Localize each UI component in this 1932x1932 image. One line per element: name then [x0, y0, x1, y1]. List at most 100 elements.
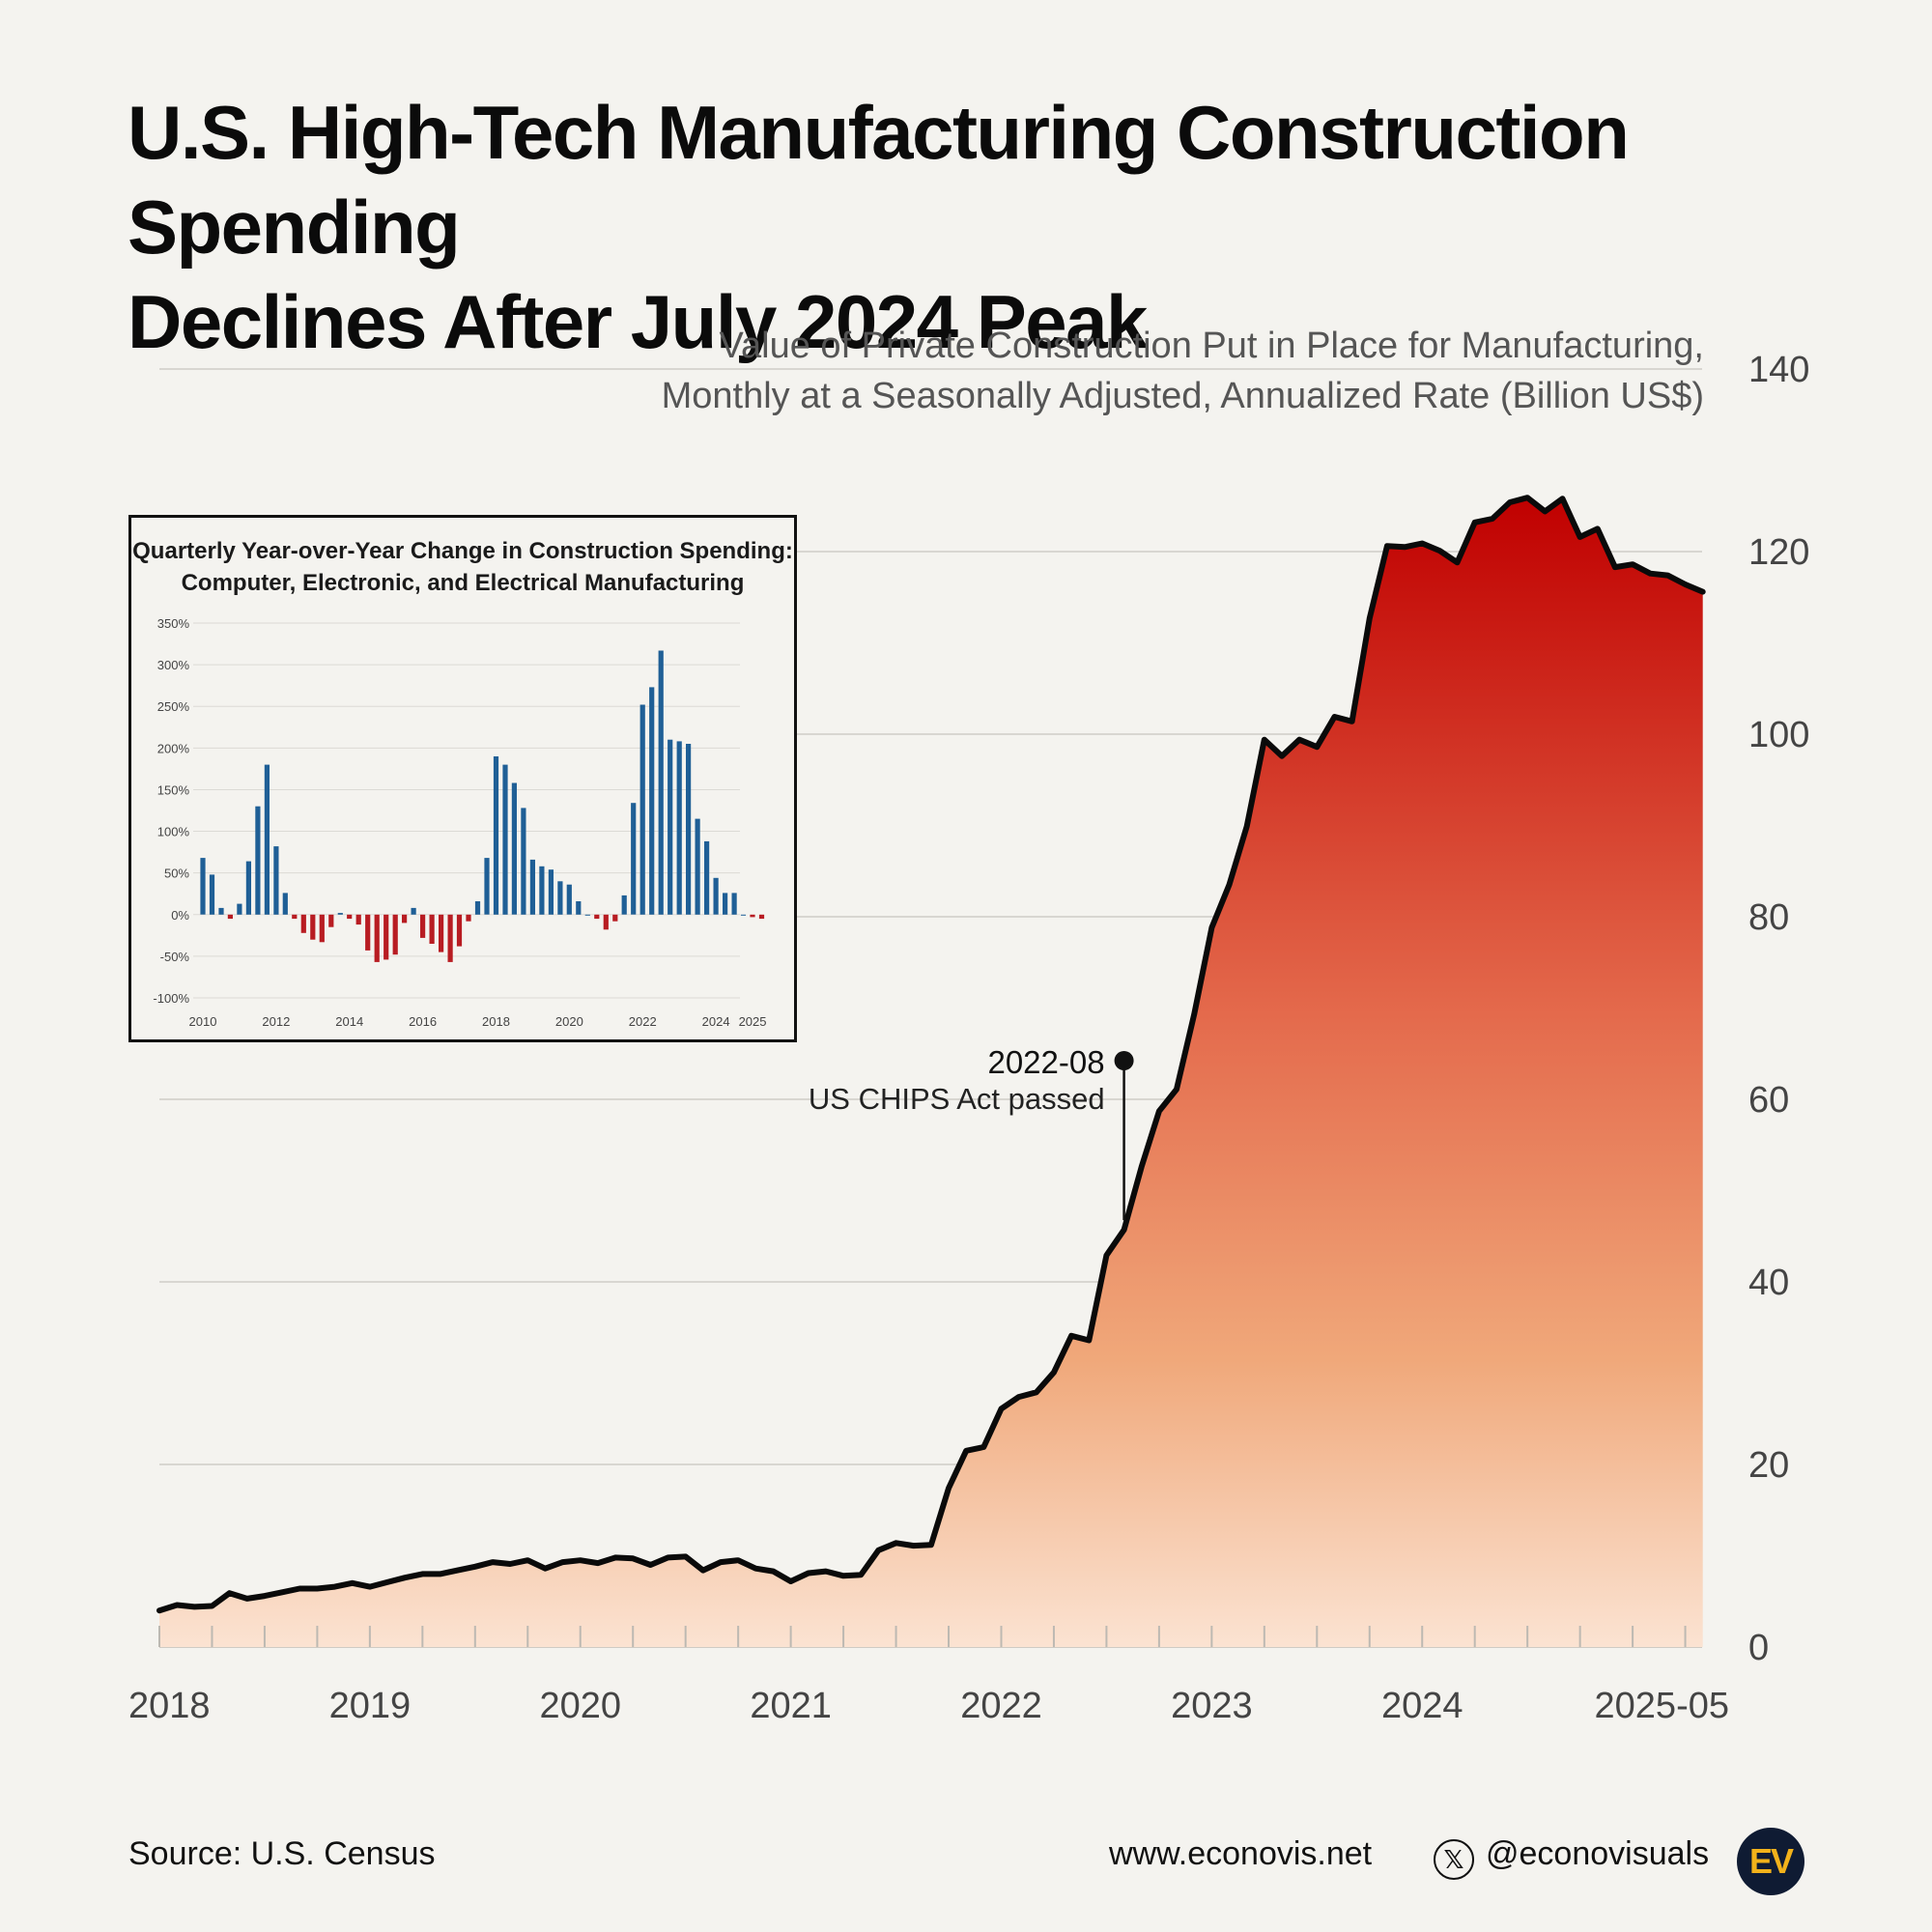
inset-bar [420, 914, 426, 938]
inset-bar [649, 687, 655, 915]
annotation-date: 2022-08 [987, 1044, 1104, 1080]
inset-bar [392, 914, 398, 955]
inset-bar [384, 914, 389, 960]
inset-bar [484, 858, 490, 915]
inset-x-tick-label: 2020 [555, 1014, 583, 1029]
inset-bar-chart-panel: -100% -50% 0% 50% 100% 150% 200% 250% 300% 350% 2… [128, 515, 797, 1042]
chart-title: U.S. High-Tech Manufacturing Constructio… [128, 85, 1847, 369]
inset-bar [245, 861, 251, 915]
inset-bar [676, 741, 682, 915]
inset-bar [402, 914, 408, 923]
inset-bar [209, 874, 215, 915]
inset-bar [704, 840, 710, 915]
inset-bar [658, 650, 664, 915]
inset-bar [347, 914, 353, 920]
y-tick-label: 0 [1748, 1628, 1769, 1668]
inset-bar [466, 914, 471, 922]
inset-bar [447, 914, 453, 962]
inset-bar [557, 881, 563, 915]
y-axis-labels: 0 20 40 60 80 100 120 140 [1748, 350, 1809, 1668]
inset-bar [502, 764, 508, 915]
inset-x-tick-label: 2018 [482, 1014, 510, 1029]
inset-x-axis-labels: 2010 2012 2014 2016 2018 2020 2022 2024 2025 [189, 1014, 767, 1029]
inset-bar [218, 907, 224, 915]
inset-bar [328, 914, 334, 927]
inset-bar [713, 877, 719, 915]
social-handle[interactable]: @econovisuals [1486, 1835, 1710, 1872]
inset-bar [227, 914, 233, 920]
inset-y-tick-label: -100% [153, 991, 189, 1006]
inset-bar [740, 914, 747, 916]
inset-bar [576, 901, 582, 915]
inset-gridlines [193, 622, 740, 999]
inset-bar [566, 884, 572, 915]
inset-bar [255, 806, 261, 915]
inset-x-tick-label: 2010 [189, 1014, 217, 1029]
x-tick-label: 2018 [128, 1686, 211, 1726]
y-tick-label: 60 [1748, 1080, 1789, 1121]
inset-bar [429, 914, 435, 944]
inset-bar [594, 914, 600, 920]
inset-bar [411, 907, 416, 915]
inset-bar [686, 744, 692, 915]
inset-bar [539, 866, 545, 915]
inset-bar [264, 764, 270, 915]
inset-bar [750, 914, 755, 918]
chart-title-line-1: U.S. High-Tech Manufacturing Constructio… [128, 90, 1630, 270]
inset-bar [365, 914, 371, 951]
annotation-text: US CHIPS Act passed [809, 1082, 1105, 1116]
x-axis-labels: 2018 2019 2020 2021 2022 2023 2024 2025-05 [128, 1686, 1729, 1726]
x-tick-label: 2021 [750, 1686, 832, 1726]
y-tick-label: 80 [1748, 897, 1789, 938]
inset-x-tick-label: 2024 [702, 1014, 730, 1029]
econovis-logo: EV [1737, 1828, 1804, 1895]
annotation-dot [1114, 1051, 1134, 1070]
inset-bar [273, 846, 279, 915]
inset-bar [355, 914, 361, 925]
inset-y-tick-label: 100% [157, 825, 190, 839]
x-tick-label: 2019 [329, 1686, 412, 1726]
inset-x-tick-label: 2014 [335, 1014, 363, 1029]
inset-bar [237, 903, 242, 915]
inset-bar [695, 818, 700, 915]
inset-bar [474, 901, 481, 915]
inset-x-tick-label: 2016 [409, 1014, 437, 1029]
inset-x-tick-label: 2012 [262, 1014, 290, 1029]
inset-bars [200, 650, 765, 962]
inset-bar [493, 756, 499, 915]
chart-title-line-2: Declines After July 2024 Peak [128, 279, 1148, 364]
inset-bar [548, 869, 554, 915]
chart-subtitle-line-2: Monthly at a Seasonally Adjusted, Annual… [661, 376, 1704, 416]
inset-bar [529, 859, 535, 915]
inset-y-tick-label: 0% [171, 908, 189, 923]
inset-y-tick-label: 200% [157, 741, 190, 755]
inset-bar-chart: -100% -50% 0% 50% 100% 150% 200% 250% 300% 350% 2… [153, 616, 767, 1029]
inset-title-line-2: Computer, Electronic, and Electrical Man… [181, 570, 745, 596]
inset-y-tick-label: -50% [160, 950, 190, 964]
x-tick-label: 2024 [1381, 1686, 1463, 1726]
inset-bar [521, 808, 526, 915]
inset-x-tick-label: 2025 [739, 1014, 767, 1029]
x-tick-label: 2025-05 [1595, 1686, 1729, 1726]
inset-y-tick-label: 50% [164, 867, 189, 881]
website-link[interactable]: www.econovis.net [1109, 1835, 1373, 1872]
y-tick-label: 40 [1748, 1263, 1789, 1303]
y-tick-label: 100 [1748, 715, 1809, 755]
inset-y-tick-label: 350% [157, 616, 190, 631]
inset-bar [439, 914, 444, 952]
inset-bar [292, 914, 298, 920]
inset-x-tick-label: 2022 [629, 1014, 657, 1029]
inset-bar [612, 914, 618, 922]
inset-bar [603, 914, 609, 930]
y-tick-label: 20 [1748, 1445, 1789, 1486]
x-social-icon[interactable]: 𝕏 [1434, 1839, 1474, 1880]
inset-bar [731, 893, 737, 915]
inset-bar [668, 739, 673, 915]
inset-y-tick-label: 300% [157, 658, 190, 672]
inset-title-line-1: Quarterly Year-over-Year Change in Const… [132, 538, 793, 564]
y-tick-label: 140 [1748, 350, 1809, 390]
inset-bar [639, 704, 645, 915]
inset-bar [723, 893, 728, 915]
